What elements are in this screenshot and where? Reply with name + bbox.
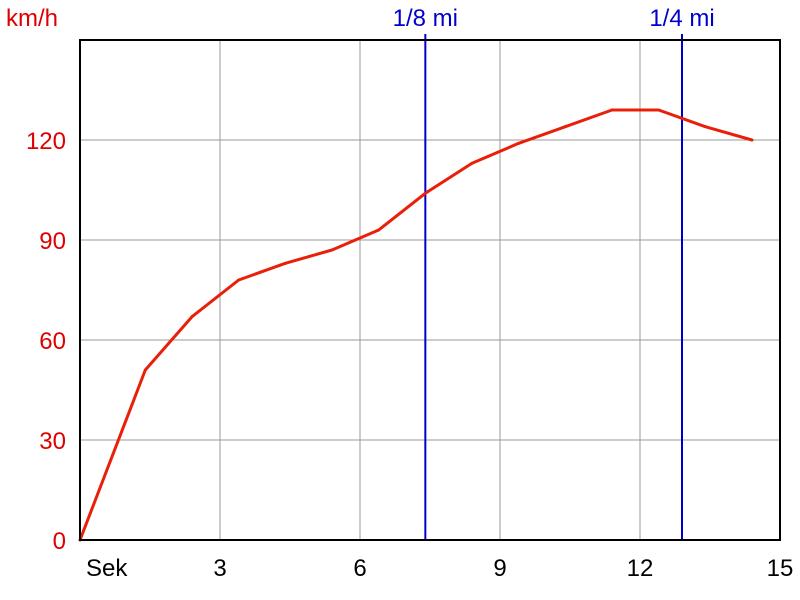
data-point xyxy=(657,108,661,112)
x-tick-label: 6 xyxy=(353,555,366,582)
y-tick-label: 120 xyxy=(26,128,66,155)
y-tick-label: 30 xyxy=(39,428,66,455)
distance-marker-label: 1/4 mi xyxy=(649,5,714,32)
data-point xyxy=(470,161,474,165)
data-point xyxy=(423,191,427,195)
data-point xyxy=(190,315,194,319)
speed-series-line xyxy=(78,108,753,541)
data-point xyxy=(703,125,707,129)
x-tick-label: 9 xyxy=(493,555,506,582)
y-tick-label: 60 xyxy=(39,328,66,355)
data-point xyxy=(563,125,567,129)
grid xyxy=(80,40,780,540)
data-point xyxy=(750,138,754,142)
data-point xyxy=(330,248,334,252)
distance-marker-label: 1/8 mi xyxy=(393,5,458,32)
series-layer xyxy=(78,108,754,542)
data-point xyxy=(377,228,381,232)
data-point xyxy=(143,368,147,372)
data-point xyxy=(610,108,614,112)
plot-frame xyxy=(79,39,781,541)
data-point xyxy=(517,141,521,145)
y-tick-label: 0 xyxy=(53,528,66,555)
x-tick-label: 3 xyxy=(213,555,226,582)
y-tick-labels: 0 30 60 90 120 xyxy=(26,128,66,555)
x-axis-unit: Sek xyxy=(86,555,128,582)
data-point xyxy=(237,278,241,282)
y-axis-unit: km/h xyxy=(6,5,58,32)
x-tick-label: 15 xyxy=(767,555,794,582)
data-point xyxy=(283,261,287,265)
y-tick-label: 90 xyxy=(39,228,66,255)
x-tick-label: 12 xyxy=(627,555,654,582)
distance-markers: 1/8 mi 1/4 mi xyxy=(393,5,715,540)
x-tick-labels: 3 6 9 12 15 xyxy=(213,555,793,582)
